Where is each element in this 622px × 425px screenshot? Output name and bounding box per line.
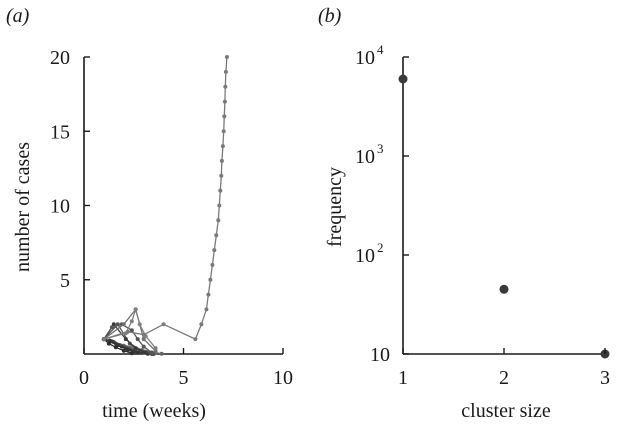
series-14-point-17 [220,144,225,149]
series-13-point-4 [137,322,142,327]
series-8-point-1 [106,341,111,346]
series-line-14 [103,56,228,340]
series-14-point-9 [210,262,215,267]
series-14-point-11 [214,233,219,238]
data-point [499,284,509,294]
panel-a-label: (a) [6,5,30,27]
series-8-point-3 [121,348,126,353]
panel-a-x-tick-label: 10 [273,367,293,389]
panel-a-x-tick-label: 5 [179,367,189,389]
panel-b-y-tick-label: 10 [355,47,375,69]
panel-a-y-tick-label: 5 [60,270,70,292]
panel-b-x-tick-label: 1 [398,367,408,389]
series-14-point-18 [221,129,226,134]
series-11-point-6 [149,350,154,355]
series-7-point-3 [125,347,130,352]
panel-a-x-ticks: 0 5 10 [79,348,293,389]
series-11-point-3 [129,328,134,333]
series-14-point-8 [208,277,213,282]
panel-b-label: (b) [318,5,342,27]
panel-b-y-axis-label: frequency [324,167,346,247]
series-14-point-22 [223,69,228,74]
series-14-point-4 [193,337,198,342]
panel-b-x-ticks: 1 2 3 [398,348,610,389]
panel-a-y-tick-label: 10 [50,196,70,218]
series-10-point-2 [123,337,128,342]
series-12-point-3 [141,337,146,342]
panel-a-y-ticks: 5 10 15 20 [50,47,90,292]
series-14-point-14 [218,188,223,193]
panel-b-y-tick-exponent: 2 [377,240,384,255]
series-11-point-4 [135,337,140,342]
panel-a: (a) 5 10 15 20 0 5 10 time (weeks) number of … [6,5,293,422]
panel-a-y-tick-label: 15 [50,121,70,143]
panel-a-x-tick-label: 0 [79,367,89,389]
panel-a-y-axis-label: number of cases [12,142,34,272]
panel-a-y-tick-label: 20 [50,47,70,69]
series-13-point-3 [133,307,138,312]
panel-b-x-axis-label: cluster size [461,400,551,422]
series-11-point-1 [109,325,114,330]
panel-b-points-group [398,74,610,359]
series-14-point-20 [222,99,227,104]
data-point [398,74,408,84]
series-14-point-2 [141,332,146,337]
series-14-point-10 [212,248,217,253]
series-10-point-4 [143,350,148,355]
series-14-point-21 [223,84,228,89]
panel-b-y-tick-label: 10 [355,245,375,267]
series-14-point-6 [204,307,209,312]
panel-b-y-tick-label: 10 [355,146,375,168]
series-8-point-4 [129,351,134,356]
series-2-point-3 [159,351,164,356]
series-14-point-23 [224,55,229,59]
series-14-point-13 [217,203,222,208]
series-7-point-4 [135,350,140,355]
series-14-point-1 [125,329,130,334]
series-14-point-16 [219,158,224,163]
panel-b-y-tick-exponent: 3 [377,141,384,156]
series-13-point-6 [153,346,158,351]
series-13-point-2 [129,319,134,324]
panel-a-series-group [101,55,229,356]
panel-a-x-axis-label: time (weeks) [102,400,206,422]
series-11-point-5 [141,344,146,349]
series-10-point-3 [133,346,138,351]
panel-b-y-tick-exponent: 4 [377,42,384,57]
series-14-point-0 [101,337,106,342]
panel-b-x-tick-label: 3 [600,367,610,389]
series-8-point-2 [113,345,118,350]
series-14-point-12 [216,218,221,223]
panel-b-y-tick-label: 10 [370,344,390,366]
series-14-point-15 [219,173,224,178]
series-14-point-5 [199,322,204,327]
series-14-point-3 [161,322,166,327]
series-14-point-7 [206,292,211,297]
series-12-point-1 [121,322,126,327]
panel-b-x-tick-label: 2 [499,367,509,389]
series-14-point-19 [222,114,227,119]
series-12-point-4 [153,349,158,353]
series-10-point-1 [111,322,116,327]
